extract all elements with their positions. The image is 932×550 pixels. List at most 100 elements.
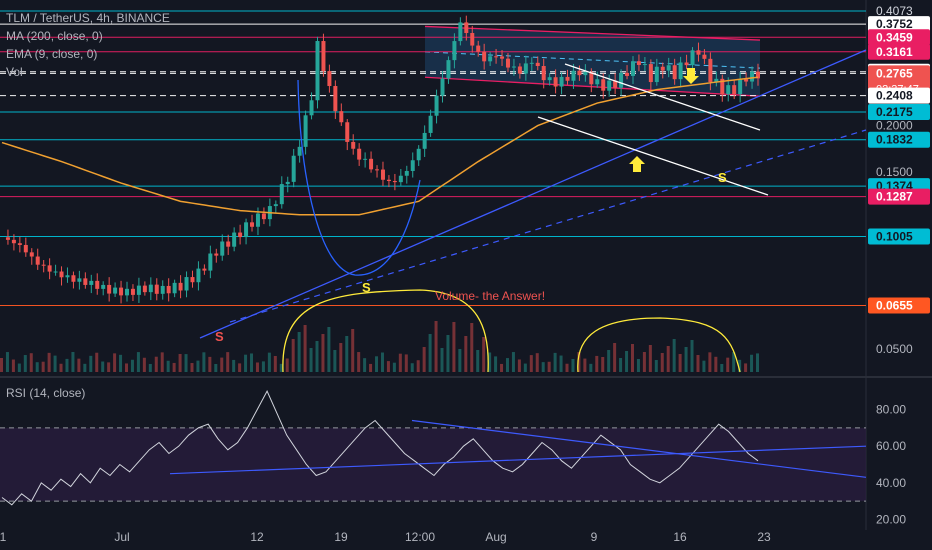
- candle-body: [422, 132, 427, 149]
- volume-bar: [625, 351, 629, 372]
- candle-body: [148, 284, 153, 293]
- volume-bar: [184, 354, 188, 372]
- volume-bar: [125, 363, 129, 372]
- volume-bar: [708, 352, 712, 372]
- ma-legend[interactable]: MA (200, close, 0): [6, 28, 103, 44]
- candle-body: [702, 54, 707, 59]
- blue-trendline-lower: [229, 129, 867, 323]
- volume-bar: [41, 361, 45, 372]
- candle-body: [35, 256, 40, 265]
- volume-bar: [458, 349, 462, 372]
- volume-bar: [494, 356, 498, 372]
- price-level-label-bg: [868, 87, 930, 104]
- volume-bar: [559, 355, 563, 372]
- candle-body: [77, 278, 82, 282]
- price-level-label-text: 0.1005: [876, 229, 913, 243]
- candle-body: [125, 288, 130, 296]
- volume-bar: [529, 355, 533, 372]
- price-level-label-bg: [868, 228, 930, 245]
- candle-body: [428, 115, 433, 133]
- vol-legend[interactable]: Vol: [6, 64, 23, 80]
- candle-body: [446, 60, 451, 79]
- up-arrow-icon: [629, 156, 645, 172]
- candle-body: [738, 79, 743, 95]
- candle-body: [59, 271, 64, 278]
- volume-bar: [410, 363, 414, 372]
- rsi-label: RSI (14, close): [6, 386, 86, 400]
- volume-bar: [142, 357, 146, 372]
- volume-bar: [232, 359, 236, 372]
- volume-bar: [273, 356, 277, 372]
- ema-legend[interactable]: EMA (9, close, 0): [6, 46, 97, 62]
- price-level-label-text: 0.2175: [876, 105, 913, 119]
- candle-body: [517, 66, 522, 74]
- price-axis-tick: 0.2000: [876, 119, 913, 133]
- candle-body: [696, 50, 701, 55]
- candle-body: [261, 213, 266, 220]
- candle-body: [613, 80, 618, 88]
- price-level-label: 0.0655: [868, 297, 930, 314]
- candle-body: [541, 66, 546, 81]
- s-marker: S: [215, 329, 224, 344]
- candle-body: [65, 275, 70, 278]
- volume-bar: [71, 352, 75, 372]
- volume-bar: [482, 337, 486, 372]
- price-level-label: 0.1287: [868, 188, 930, 205]
- symbol-legend[interactable]: TLM / TetherUS, 4h, BINANCE: [6, 10, 170, 26]
- price-level-label: 0.3459: [868, 29, 930, 46]
- candle-body: [678, 62, 683, 80]
- x-axis-tick: 16: [673, 530, 687, 544]
- candle-body: [321, 41, 326, 72]
- price-level-label-text: 0.3161: [876, 45, 913, 59]
- candle-body: [47, 265, 52, 272]
- volume-bar: [678, 354, 682, 372]
- volume-bar: [130, 359, 134, 372]
- candle-body: [416, 148, 421, 161]
- candle-body: [714, 78, 719, 82]
- volume-bar: [654, 360, 658, 372]
- blue-cup-curve: [297, 79, 421, 276]
- price-level-label-text: 0.1832: [876, 133, 913, 147]
- price-level-label-bg: [868, 104, 930, 121]
- price-axis-tick: 0.1500: [876, 165, 913, 179]
- candle-body: [553, 77, 558, 87]
- s-marker: S: [718, 170, 727, 185]
- channel-mid-line: [424, 51, 761, 69]
- candle-body: [291, 155, 296, 182]
- volume-bar: [547, 361, 551, 372]
- volume-bar: [422, 347, 426, 372]
- volume-bar: [107, 362, 111, 372]
- volume-bar: [369, 363, 373, 372]
- volume-bar: [250, 353, 254, 372]
- rsi-legend[interactable]: RSI (14, close): [6, 385, 85, 401]
- volume-bar: [750, 354, 754, 372]
- volume-bar: [517, 359, 521, 372]
- volume-bar: [583, 358, 587, 372]
- volume-bar: [464, 336, 468, 372]
- candle-body: [178, 282, 183, 291]
- symbol-title: TLM / TetherUS, 4h, BINANCE: [6, 11, 170, 25]
- volume-bar: [244, 354, 248, 372]
- volume-bar: [166, 360, 170, 372]
- candle-body: [172, 282, 177, 294]
- volume-bar: [470, 323, 474, 372]
- candle-body: [23, 244, 28, 253]
- candle-body: [255, 213, 260, 227]
- volume-bar: [267, 352, 271, 372]
- candle-body: [327, 71, 332, 87]
- candle-body: [404, 170, 409, 176]
- volume-bar: [101, 361, 105, 372]
- x-axis-tick: 1: [0, 530, 7, 544]
- candle-body: [166, 285, 171, 294]
- price-level-label: 0.1005: [868, 228, 930, 245]
- candle-body: [380, 169, 385, 180]
- candle-body: [636, 61, 641, 65]
- candle-body: [440, 78, 445, 96]
- volume-bar: [47, 352, 51, 372]
- candle-body: [744, 79, 749, 82]
- volume-bar: [190, 363, 194, 372]
- candle-body: [452, 41, 457, 61]
- volume-bar: [684, 347, 688, 372]
- candle-body: [529, 62, 534, 64]
- candle-body: [196, 268, 201, 283]
